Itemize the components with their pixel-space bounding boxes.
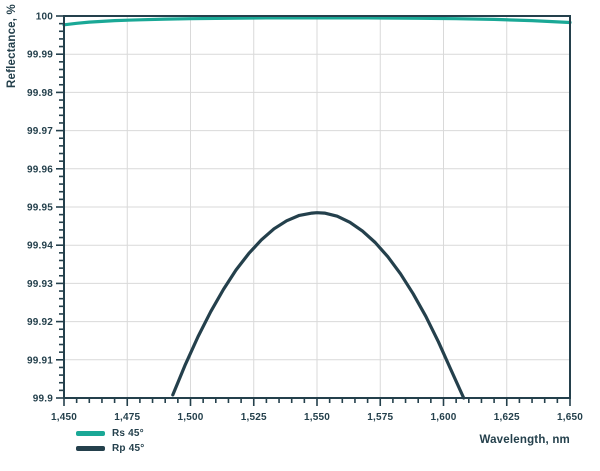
y-tick-label: 99.92 bbox=[27, 317, 53, 328]
x-tick-label: 1,650 bbox=[557, 412, 583, 423]
legend-label-rp: Rp 45° bbox=[112, 443, 145, 454]
rp-line-swatch-icon bbox=[76, 446, 105, 451]
y-tick-label: 99.94 bbox=[27, 241, 53, 252]
y-tick-label: 99.91 bbox=[27, 355, 53, 366]
x-tick-label: 1,500 bbox=[177, 412, 203, 423]
y-tick-label: 99.95 bbox=[27, 203, 53, 214]
legend-item-rs: Rs 45° bbox=[76, 428, 144, 439]
y-tick-label: 99.99 bbox=[27, 50, 53, 61]
x-tick-label: 1,575 bbox=[367, 412, 393, 423]
y-tick-label: 100 bbox=[36, 12, 54, 23]
x-tick-labels: 1,450 1,475 1,500 1,525 1,550 1,575 1,600 1,625… bbox=[51, 412, 583, 423]
legend: Rs 45° Rp 45° bbox=[76, 428, 144, 454]
y-tick-label: 99.98 bbox=[27, 88, 53, 99]
y-tick-label: 99.97 bbox=[27, 126, 53, 137]
x-axis-title: Wavelength, nm bbox=[479, 434, 570, 446]
x-tick-label: 1,475 bbox=[114, 412, 140, 423]
rs-line-swatch-icon bbox=[76, 431, 105, 436]
legend-item-rp: Rp 45° bbox=[76, 443, 144, 454]
series-line-rs bbox=[62, 16, 572, 27]
x-tick-label: 1,600 bbox=[430, 412, 456, 423]
axis-ticks bbox=[56, 15, 571, 406]
x-tick-label: 1,625 bbox=[494, 412, 520, 423]
y-tick-label: 99.96 bbox=[27, 164, 53, 175]
y-axis-title: Reflectance, % bbox=[6, 4, 18, 88]
plot-border bbox=[63, 15, 571, 399]
grid-layer bbox=[64, 16, 570, 398]
y-tick-labels: 100 99.99 99.98 99.97 99.96 99.95 99.94 99.93 99… bbox=[27, 12, 53, 405]
y-tick-label: 99.9 bbox=[33, 394, 54, 405]
x-tick-label: 1,550 bbox=[304, 412, 330, 423]
x-tick-label: 1,525 bbox=[241, 412, 267, 423]
x-tick-label: 1,450 bbox=[51, 412, 77, 423]
legend-label-rs: Rs 45° bbox=[112, 428, 144, 439]
series-line-rp bbox=[171, 211, 466, 400]
y-tick-label: 99.93 bbox=[27, 279, 53, 290]
